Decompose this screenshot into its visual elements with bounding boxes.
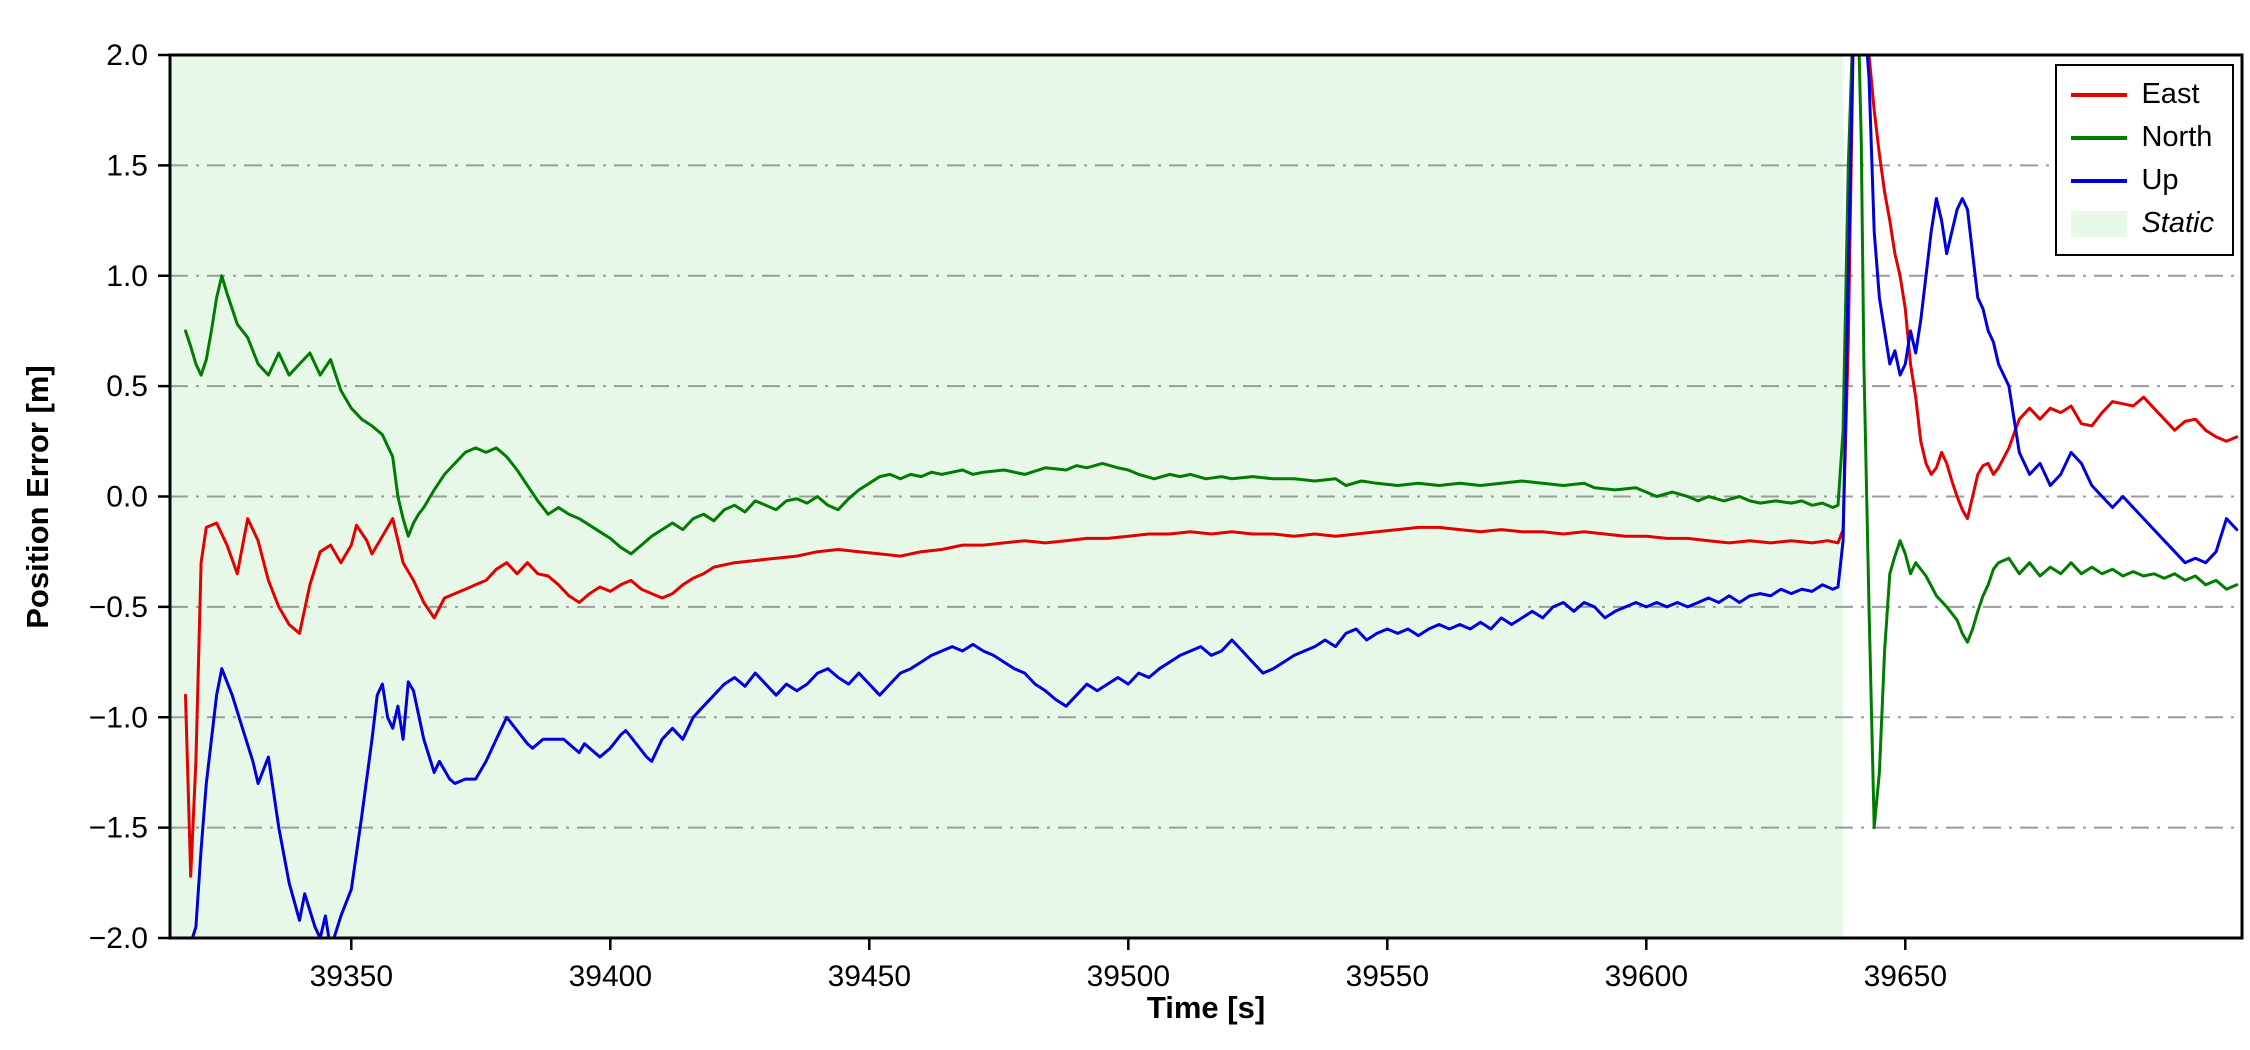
y-tick-label: −1.0	[89, 701, 148, 734]
y-axis-label: Position Error [m]	[20, 365, 55, 629]
y-tick-label: 1.0	[106, 260, 148, 293]
y-tick-label: −2.0	[89, 922, 148, 955]
x-tick-label: 39600	[1605, 960, 1688, 993]
legend-label-east: East	[2141, 78, 2200, 110]
x-tick-label: 39500	[1087, 960, 1170, 993]
legend-label-static: Static	[2141, 207, 2214, 239]
series-line-east	[184, 55, 2239, 878]
x-axis-label: Time [s]	[1146, 990, 1266, 1025]
x-tick-label: 39550	[1346, 960, 1429, 993]
x-tick-label: 39350	[310, 960, 393, 993]
series-line-north	[184, 55, 2239, 830]
y-tick-label: −0.5	[89, 591, 148, 624]
legend-box: East North Up Static	[2055, 64, 2234, 256]
legend-item-east: East	[2071, 76, 2214, 113]
series-line-up	[190, 55, 2239, 938]
x-tick-label: 39400	[569, 960, 652, 993]
y-tick-label: 0.5	[106, 370, 148, 403]
legend-item-static: Static	[2071, 205, 2214, 242]
east-line-swatch	[2071, 92, 2128, 97]
y-tick-label: −1.5	[89, 812, 148, 845]
legend-label-north: North	[2141, 121, 2213, 153]
y-tick-label: 2.0	[106, 39, 148, 72]
x-tick-label: 39450	[828, 960, 911, 993]
static-shaded-region	[170, 55, 1844, 938]
north-line-swatch	[2071, 135, 2128, 140]
y-tick-label: 0.0	[106, 481, 148, 514]
legend-item-north: North	[2071, 119, 2214, 156]
x-tick-label: 39650	[1864, 960, 1947, 993]
legend-item-up: Up	[2071, 162, 2214, 199]
up-line-swatch	[2071, 178, 2128, 183]
y-tick-label: 1.5	[106, 149, 148, 182]
static-region-swatch	[2071, 210, 2128, 237]
legend-label-up: Up	[2141, 164, 2179, 196]
